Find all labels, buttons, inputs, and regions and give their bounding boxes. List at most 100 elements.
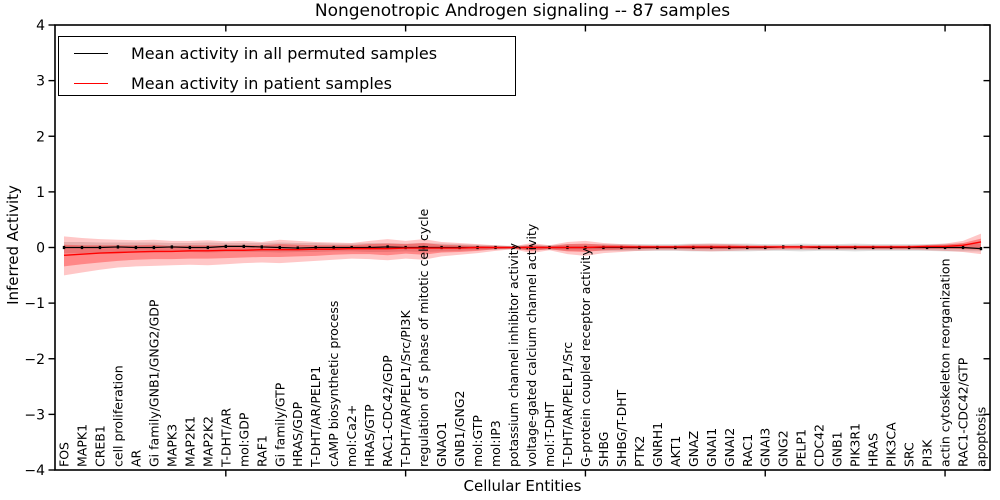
chart-title: Nongenotropic Androgen signaling -- 87 s…: [314, 1, 731, 21]
legend-item-patient: Mean activity in patient samples: [59, 69, 515, 97]
permuted-point-marker: [278, 245, 281, 250]
permuted-point-marker: [260, 245, 263, 249]
x-tick-label: MAPK1: [74, 424, 89, 467]
permuted-point-marker: [314, 245, 317, 250]
x-tick-label: MAP2K2: [200, 416, 215, 467]
x-tick-label: T-DHT/AR/PELP1/Src: [560, 342, 575, 468]
x-tick-label: SRC: [902, 442, 917, 467]
x-tick-label: voltage-gated calcium channel activity: [524, 223, 539, 467]
y-tick-label: 3: [36, 74, 45, 90]
permuted-point-marker: [116, 245, 120, 249]
x-tick-label: regulation of S phase of mitotic cell cy…: [416, 208, 431, 467]
permuted-point-marker: [386, 245, 389, 249]
x-tick-label: HRAS/GTP: [362, 404, 377, 467]
legend-label-permuted: Mean activity in all permuted samples: [131, 43, 438, 63]
x-tick-label: T-DHT/AR: [218, 408, 233, 468]
x-tick-label: actin cytoskeleton reorganization: [938, 258, 953, 467]
legend-item-permuted: Mean activity in all permuted samples: [59, 39, 515, 67]
x-tick-label: T-DHT/AR/PELP1: [308, 366, 323, 468]
x-tick-label: CDC42: [812, 424, 827, 467]
x-tick-label: apoptosis: [974, 407, 989, 467]
permuted-point-marker: [62, 245, 66, 250]
y-tick-label: 0: [36, 241, 45, 257]
y-tick-label: −2: [24, 352, 45, 368]
x-tick-label: GNAO1: [434, 422, 449, 467]
x-tick-label: Gi family/GTP: [272, 382, 287, 467]
y-tick-label: −3: [24, 407, 45, 423]
legend-swatch-patient: [59, 82, 123, 84]
x-tick-label: RAC1-CDC42/GDP: [380, 355, 395, 467]
x-tick-label: MAPK3: [164, 424, 179, 467]
x-tick-label: mol:GDP: [236, 412, 251, 467]
x-tick-label: PIK3CA: [884, 422, 899, 467]
legend-box: Mean activity in all permuted samples Me…: [58, 36, 516, 96]
x-tick-label: Gi family/GNB1/GNG2/GDP: [146, 299, 161, 467]
x-tick-label: cell proliferation: [110, 365, 125, 467]
y-tick-label: 1: [36, 185, 45, 201]
permuted-point-marker: [224, 244, 228, 248]
x-tick-label: mol:Ca2+: [344, 405, 359, 467]
x-tick-label: G-protein coupled receptor activity: [578, 248, 593, 467]
x-tick-label: PTK2: [632, 436, 647, 467]
x-tick-label: GNB1: [830, 431, 845, 467]
x-tick-label: GNAI1: [704, 428, 719, 467]
permuted-point-marker: [170, 245, 174, 249]
patient-outer-band-area: [63, 233, 982, 276]
x-tick-label: HRAS: [866, 433, 881, 467]
permuted-point-marker: [98, 245, 102, 250]
permuted-point-marker: [368, 245, 371, 250]
x-tick-label: GNG2: [776, 430, 791, 467]
permuted-point-marker: [206, 245, 210, 250]
permuted-point-marker: [350, 245, 353, 250]
y-axis-title: Inferred Activity: [4, 185, 22, 305]
permuted-point-marker: [961, 245, 965, 250]
x-tick-label: mol:T-DHT: [542, 401, 557, 467]
x-tick-label: GNB1/GNG2: [452, 391, 467, 467]
x-tick-label: GNAZ: [686, 431, 701, 467]
permuted-point-marker: [188, 245, 192, 250]
permuted-point-marker: [152, 245, 156, 250]
permuted-point-marker: [242, 244, 245, 248]
x-tick-label: PI3K: [920, 439, 935, 467]
x-tick-label: RAF1: [254, 435, 269, 467]
x-tick-label: potassium channel inhibitor activity: [506, 242, 521, 467]
x-tick-label: PELP1: [794, 429, 809, 467]
x-tick-label: FOS: [56, 442, 71, 467]
x-tick-label: RAC1-CDC42/GTP: [956, 357, 971, 467]
permuted-point-marker: [332, 245, 335, 250]
x-tick-label: MAP2K1: [182, 416, 197, 467]
x-tick-label: HRAS/GDP: [290, 401, 305, 467]
patient-inner-band-area: [63, 238, 982, 267]
y-tick-label: 2: [36, 129, 45, 145]
y-tick-label: 4: [36, 18, 45, 34]
x-tick-label: CREB1: [92, 425, 107, 467]
permuted-point-marker: [925, 245, 929, 250]
x-tick-label: RAC1: [740, 434, 755, 467]
permuted-point-marker: [80, 245, 84, 250]
x-tick-label: T-DHT/AR/PELP1/Src/PI3K: [398, 310, 413, 468]
y-tick-label: −1: [24, 296, 45, 312]
permuted-point-marker: [134, 245, 138, 250]
x-tick-label: GNRH1: [650, 422, 665, 467]
x-tick-label: mol:GTP: [470, 415, 485, 467]
x-axis-title: Cellular Entities: [463, 477, 582, 495]
permuted-point-marker: [943, 245, 947, 250]
legend-label-patient: Mean activity in patient samples: [131, 73, 392, 93]
x-tick-label: GNAI3: [758, 428, 773, 467]
x-tick-label: AR: [128, 449, 143, 467]
x-tick-label: cAMP biosynthetic process: [326, 301, 341, 467]
permuted-line-icon: [74, 52, 108, 54]
y-tick-label: −4: [24, 463, 45, 479]
x-tick-label: mol:IP3: [488, 420, 503, 467]
x-tick-label: GNAI2: [722, 428, 737, 467]
x-tick-label: SHBG/T-DHT: [614, 389, 629, 467]
x-tick-label: PIK3R1: [848, 423, 863, 467]
patient-mean-line: [63, 241, 982, 256]
legend-swatch-permuted: [59, 52, 123, 54]
x-tick-label: SHBG: [596, 432, 611, 467]
permuted-point-marker: [296, 246, 299, 250]
patient-line-icon: [74, 82, 108, 84]
permuted-point-marker: [979, 247, 983, 251]
